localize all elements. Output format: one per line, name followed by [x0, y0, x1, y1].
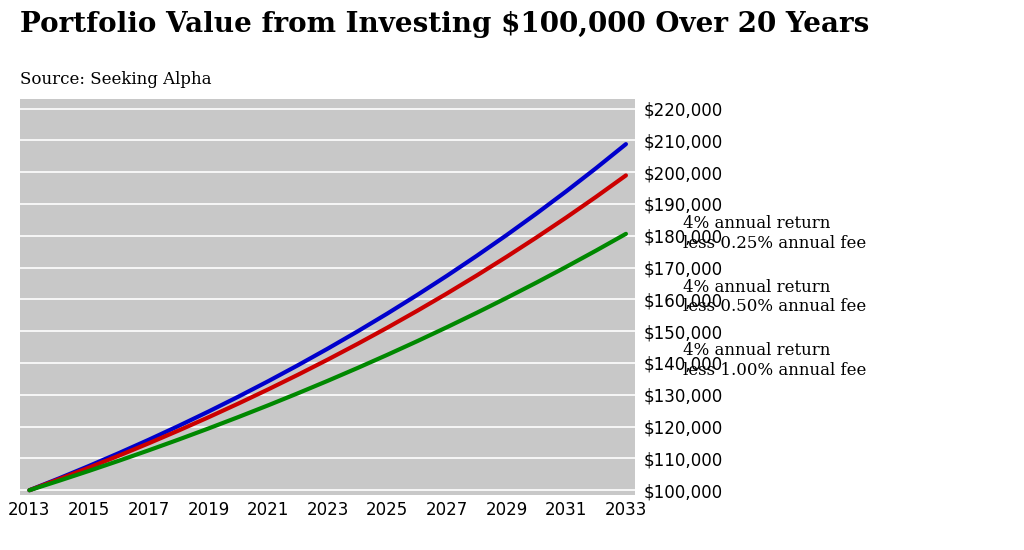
4% annual return
less 0.50% annual fee: [501, 254, 513, 260]
4% annual return
less 1.00% annual fee: [113, 458, 125, 464]
Line: 4% annual return
less 0.50% annual fee: 4% annual return less 0.50% annual fee: [30, 175, 626, 490]
4% annual return
less 0.50% annual fee: [620, 172, 632, 179]
4% annual return
less 0.25% annual fee: [53, 475, 66, 482]
4% annual return
less 0.25% annual fee: [620, 141, 632, 147]
4% annual return
less 0.25% annual fee: [232, 393, 245, 400]
4% annual return
less 0.25% annual fee: [381, 310, 393, 317]
4% annual return
less 1.00% annual fee: [501, 295, 513, 301]
4% annual return
less 0.50% annual fee: [24, 487, 36, 493]
4% annual return
less 0.50% annual fee: [381, 324, 393, 331]
4% annual return
less 0.25% annual fee: [590, 165, 602, 172]
4% annual return
less 1.00% annual fee: [232, 414, 245, 420]
4% annual return
less 0.50% annual fee: [530, 234, 543, 241]
4% annual return
less 1.00% annual fee: [411, 338, 423, 344]
4% annual return
less 0.50% annual fee: [351, 340, 364, 347]
4% annual return
less 0.25% annual fee: [113, 450, 125, 456]
4% annual return
less 1.00% annual fee: [441, 324, 454, 331]
4% annual return
less 0.50% annual fee: [292, 371, 304, 378]
4% annual return
less 0.25% annual fee: [172, 422, 184, 429]
4% annual return
less 0.50% annual fee: [53, 476, 66, 482]
4% annual return
less 1.00% annual fee: [322, 377, 334, 384]
4% annual return
less 0.25% annual fee: [24, 487, 36, 493]
Legend: 4% annual return
less 0.25% annual fee, 4% annual return
less 0.50% annual fee, : 4% annual return less 0.25% annual fee, …: [649, 216, 866, 378]
4% annual return
less 1.00% annual fee: [53, 477, 66, 484]
4% annual return
less 0.25% annual fee: [351, 328, 364, 335]
4% annual return
less 0.25% annual fee: [530, 210, 543, 217]
Line: 4% annual return
less 1.00% annual fee: 4% annual return less 1.00% annual fee: [30, 234, 626, 490]
4% annual return
less 0.50% annual fee: [441, 290, 454, 297]
4% annual return
less 1.00% annual fee: [83, 468, 95, 474]
4% annual return
less 1.00% annual fee: [351, 365, 364, 371]
4% annual return
less 0.25% annual fee: [83, 463, 95, 469]
4% annual return
less 1.00% annual fee: [24, 487, 36, 493]
4% annual return
less 1.00% annual fee: [471, 310, 483, 316]
Line: 4% annual return
less 0.25% annual fee: 4% annual return less 0.25% annual fee: [30, 144, 626, 490]
4% annual return
less 1.00% annual fee: [560, 263, 572, 270]
4% annual return
less 0.25% annual fee: [471, 252, 483, 259]
4% annual return
less 0.50% annual fee: [262, 386, 274, 393]
4% annual return
less 0.25% annual fee: [202, 408, 214, 415]
4% annual return
less 1.00% annual fee: [202, 425, 214, 432]
4% annual return
less 0.50% annual fee: [172, 427, 184, 434]
4% annual return
less 0.50% annual fee: [322, 356, 334, 363]
4% annual return
less 0.25% annual fee: [501, 232, 513, 238]
4% annual return
less 0.50% annual fee: [560, 214, 572, 221]
4% annual return
less 0.25% annual fee: [322, 345, 334, 352]
4% annual return
less 0.50% annual fee: [142, 440, 155, 447]
4% annual return
less 0.50% annual fee: [471, 272, 483, 279]
4% annual return
less 1.00% annual fee: [142, 447, 155, 454]
Text: Portfolio Value from Investing $100,000 Over 20 Years: Portfolio Value from Investing $100,000 …: [20, 11, 869, 38]
4% annual return
less 0.50% annual fee: [411, 307, 423, 314]
4% annual return
less 0.25% annual fee: [441, 272, 454, 279]
4% annual return
less 1.00% annual fee: [292, 390, 304, 397]
4% annual return
less 1.00% annual fee: [530, 279, 543, 286]
4% annual return
less 1.00% annual fee: [262, 402, 274, 409]
4% annual return
less 0.25% annual fee: [262, 378, 274, 384]
4% annual return
less 0.50% annual fee: [83, 464, 95, 471]
4% annual return
less 0.25% annual fee: [292, 362, 304, 369]
4% annual return
less 0.50% annual fee: [202, 414, 214, 421]
4% annual return
less 0.25% annual fee: [411, 292, 423, 298]
4% annual return
less 0.25% annual fee: [560, 188, 572, 195]
4% annual return
less 0.50% annual fee: [113, 452, 125, 459]
Text: Source: Seeking Alpha: Source: Seeking Alpha: [20, 72, 212, 89]
4% annual return
less 0.50% annual fee: [232, 400, 245, 407]
4% annual return
less 1.00% annual fee: [620, 230, 632, 237]
4% annual return
less 1.00% annual fee: [172, 436, 184, 443]
4% annual return
less 1.00% annual fee: [381, 351, 393, 358]
4% annual return
less 0.25% annual fee: [142, 437, 155, 443]
4% annual return
less 0.50% annual fee: [590, 194, 602, 200]
4% annual return
less 1.00% annual fee: [590, 248, 602, 254]
